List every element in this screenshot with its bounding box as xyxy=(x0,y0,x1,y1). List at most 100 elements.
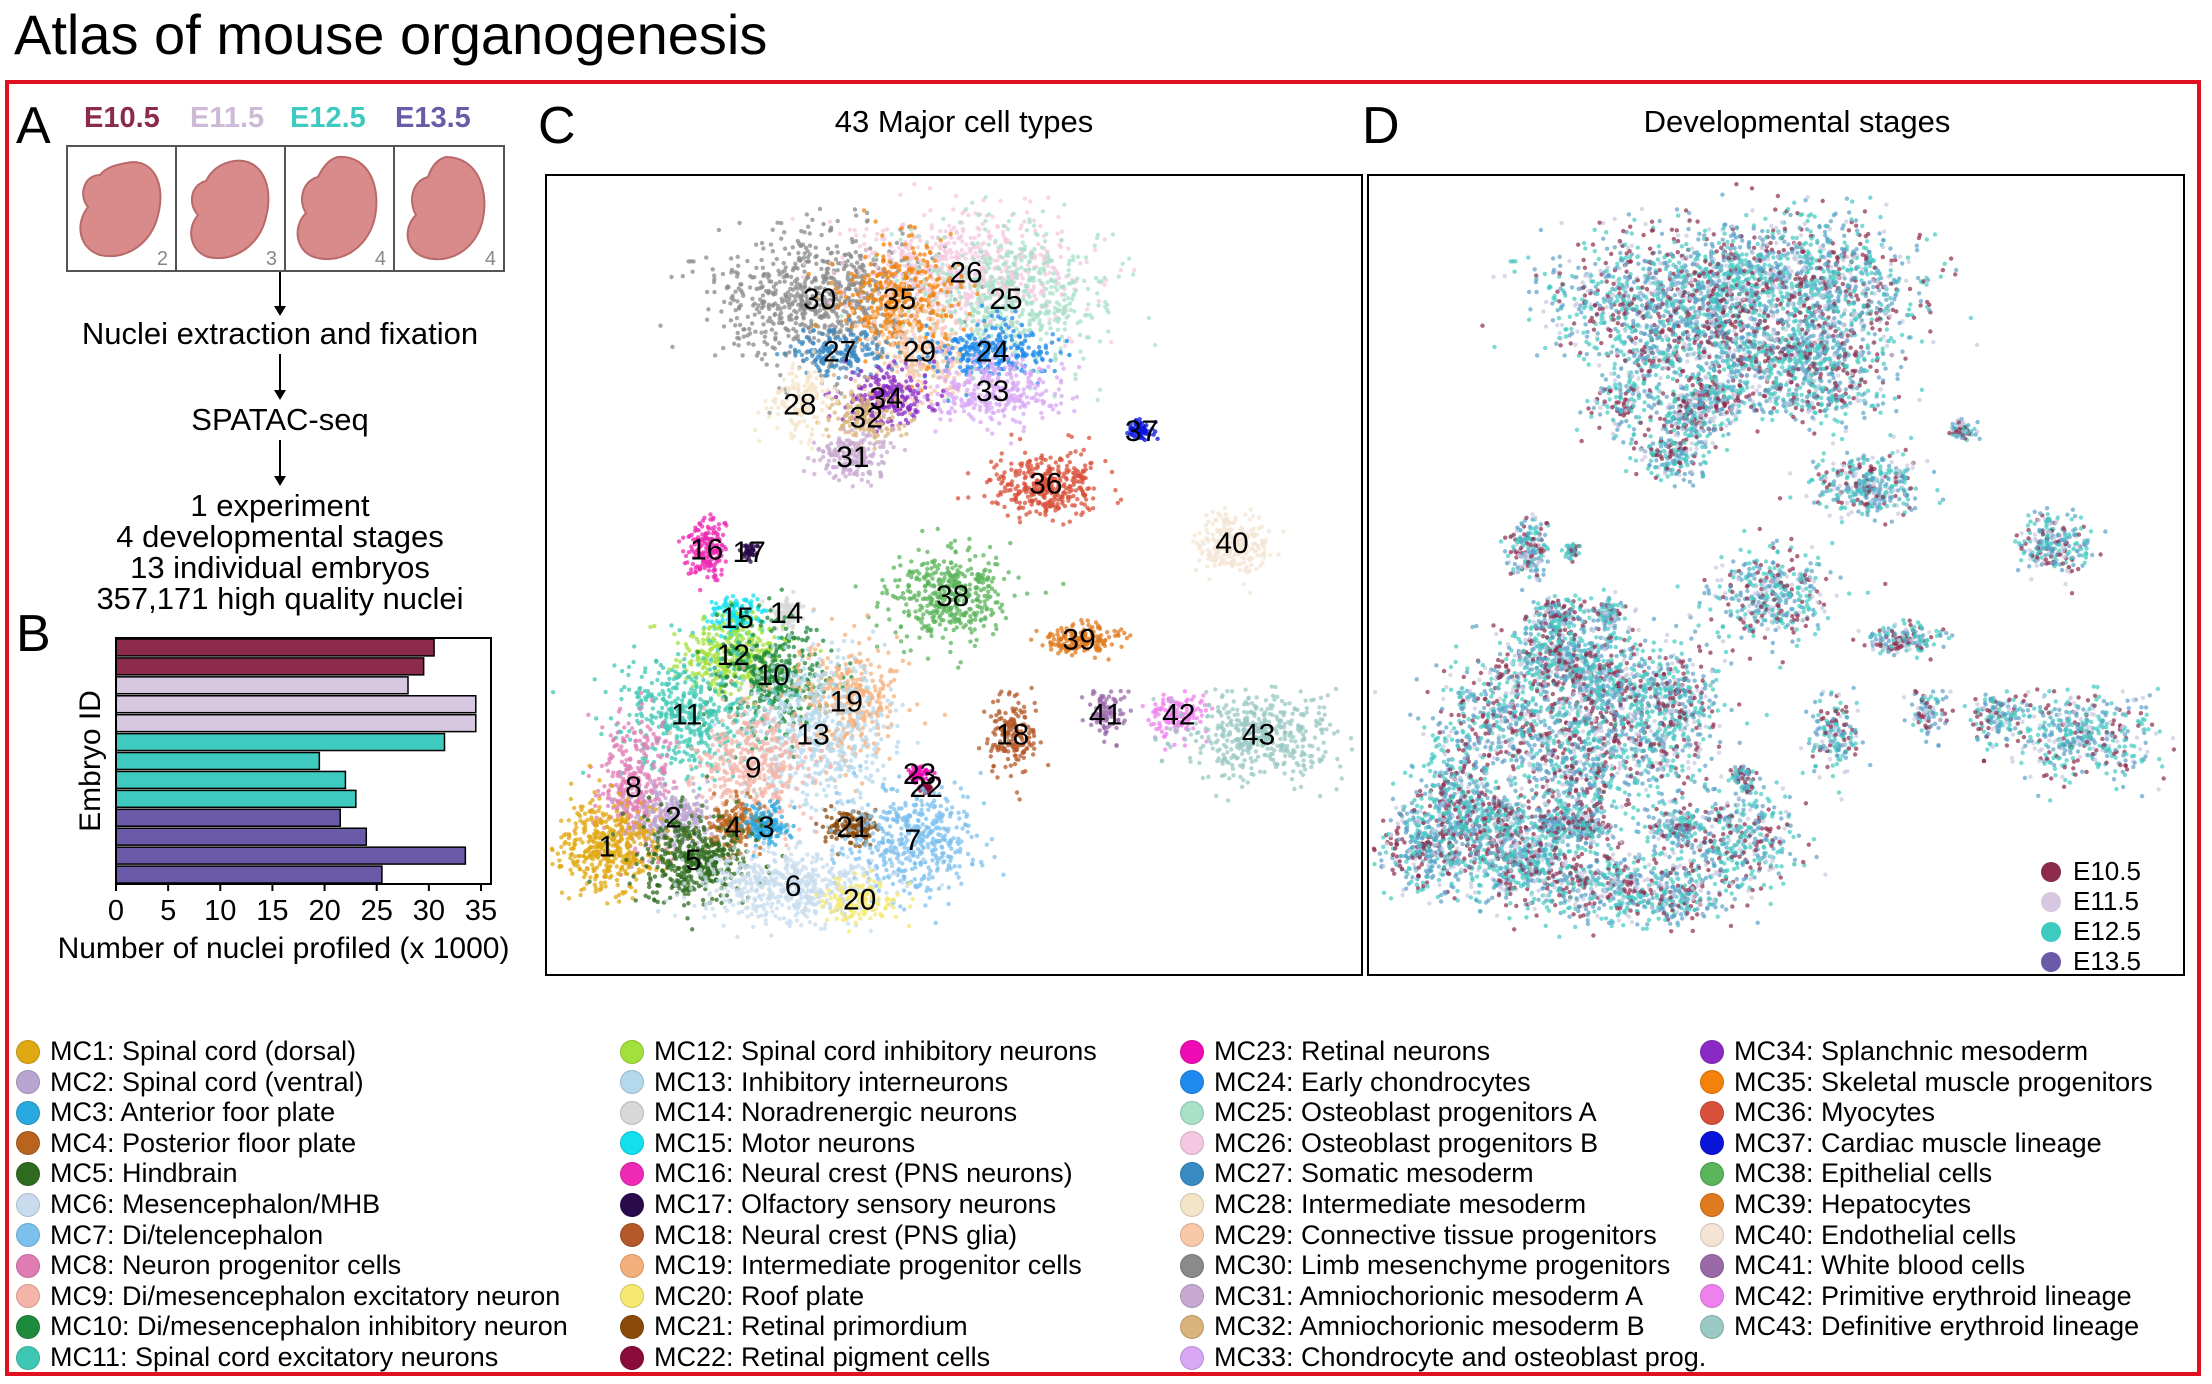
cell-point xyxy=(1256,546,1262,552)
cell-point xyxy=(782,304,787,310)
cell-point xyxy=(1037,318,1042,323)
cell-point xyxy=(994,472,999,477)
cell-point xyxy=(927,186,933,191)
cell-point xyxy=(895,584,900,589)
cell-point xyxy=(1027,371,1033,377)
cell-point xyxy=(737,220,742,226)
cell-point xyxy=(792,294,798,299)
cell-point xyxy=(1048,326,1053,331)
x-tick-label: 30 xyxy=(413,895,445,927)
cell-point xyxy=(1205,530,1211,536)
cell-point xyxy=(722,299,727,305)
cell-point xyxy=(950,345,955,351)
cell-point xyxy=(735,254,740,259)
cell-point xyxy=(843,474,848,479)
cell-point xyxy=(807,437,812,442)
cell-point xyxy=(912,182,917,187)
cell-point xyxy=(893,333,898,338)
cell-point xyxy=(1031,284,1036,289)
cell-point xyxy=(1095,397,1100,403)
cell-point xyxy=(764,406,769,411)
cell-point xyxy=(829,358,834,364)
cell-point xyxy=(803,306,808,311)
cell-point xyxy=(807,306,812,311)
cell-point xyxy=(968,369,973,374)
cell-point xyxy=(903,417,909,423)
cell-point xyxy=(1036,241,1041,247)
cell-point xyxy=(802,230,807,235)
embryo-count-e13-5: 4 xyxy=(485,248,496,270)
cell-point xyxy=(787,350,792,355)
cell-point xyxy=(795,276,800,282)
cell-point xyxy=(853,273,858,278)
cell-point xyxy=(793,321,798,326)
cell-point xyxy=(813,323,818,328)
cell-point xyxy=(854,213,859,218)
cell-point xyxy=(1062,292,1068,297)
cell-point xyxy=(753,329,758,334)
cell-point xyxy=(929,310,934,315)
cell-point xyxy=(1207,577,1212,582)
cell-point xyxy=(792,308,797,314)
cell-point xyxy=(1039,460,1044,466)
cell-point xyxy=(998,198,1003,204)
cell-point xyxy=(962,295,967,300)
cell-point xyxy=(859,293,864,298)
cell-point xyxy=(874,623,879,628)
cell-point xyxy=(1097,339,1103,344)
cell-point xyxy=(907,243,913,248)
cell-point xyxy=(820,389,825,394)
cell-point xyxy=(956,352,962,358)
cell-point xyxy=(893,595,898,600)
cell-point xyxy=(996,476,1001,482)
cell-point xyxy=(820,258,825,263)
cell-point xyxy=(933,263,939,269)
cell-point xyxy=(794,329,799,334)
cell-point xyxy=(756,303,761,308)
cell-point xyxy=(1126,256,1132,261)
cell-point xyxy=(1086,486,1092,491)
cell-point xyxy=(813,245,818,250)
cell-point xyxy=(829,293,835,298)
panel-label-b: B xyxy=(16,604,51,664)
cell-point xyxy=(942,368,947,373)
cell-point xyxy=(1053,279,1058,285)
cell-point xyxy=(999,451,1004,456)
cell-point xyxy=(1050,518,1055,523)
panel-label-c: C xyxy=(538,96,576,156)
cell-point xyxy=(1013,419,1018,424)
cell-point xyxy=(816,338,821,343)
cell-point xyxy=(860,289,865,295)
cell-point xyxy=(886,363,892,369)
cell-point xyxy=(992,266,997,271)
cell-point xyxy=(822,314,828,319)
cell-point xyxy=(800,274,806,280)
cell-point xyxy=(969,376,975,381)
cell-point xyxy=(1016,491,1021,496)
cell-point xyxy=(789,281,794,286)
cell-point xyxy=(940,332,945,337)
cell-point xyxy=(873,219,878,224)
cell-point xyxy=(918,262,923,267)
cell-point xyxy=(790,366,795,371)
cell-point xyxy=(868,262,873,267)
cell-point xyxy=(871,296,876,301)
cell-point xyxy=(1118,497,1124,502)
cell-point xyxy=(793,316,799,321)
cell-point xyxy=(911,319,916,325)
cell-point xyxy=(874,252,880,257)
cell-point xyxy=(952,331,957,336)
cell-point xyxy=(910,328,915,333)
cell-point xyxy=(904,275,910,280)
cell-point xyxy=(1005,513,1010,518)
cell-point xyxy=(975,241,980,246)
cell-point xyxy=(1022,365,1027,370)
cell-point xyxy=(1010,353,1015,358)
cell-point xyxy=(820,433,826,438)
cell-point xyxy=(1097,387,1103,392)
cell-point xyxy=(970,599,975,604)
cell-point xyxy=(824,267,829,272)
cell-point xyxy=(878,470,883,475)
cell-point xyxy=(795,286,800,291)
cell-point xyxy=(1033,297,1039,302)
